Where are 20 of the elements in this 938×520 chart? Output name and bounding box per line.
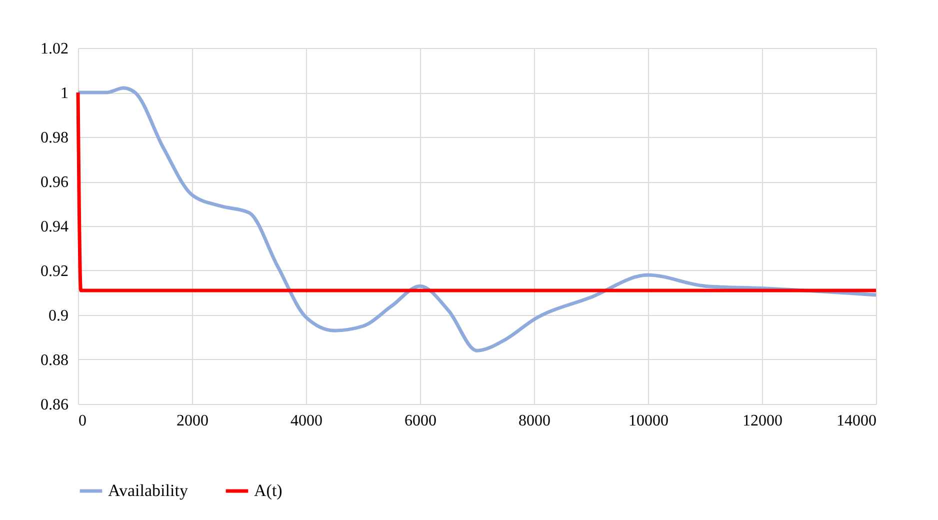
y-tick-label: 0.86 <box>40 396 68 414</box>
legend-label: A(t) <box>254 481 282 500</box>
line-series <box>76 86 878 352</box>
x-tick-label: 4000 <box>290 412 322 430</box>
x-tick-label: 14000 <box>836 412 876 430</box>
y-tick-label: 0.9 <box>48 308 68 324</box>
y-tick-label: 0.98 <box>40 130 68 146</box>
y-tick-label: 0.94 <box>40 218 68 236</box>
x-tick-label: 10000 <box>628 412 668 430</box>
x-tick-label: 8000 <box>518 412 550 430</box>
y-tick-label: 0.88 <box>40 352 68 369</box>
x-tick-label: 2000 <box>176 412 208 430</box>
x-tick-label: 12000 <box>742 412 782 430</box>
x-tick-label: 0 <box>78 412 86 430</box>
y-tick-label: 1.02 <box>40 40 68 58</box>
y-tick-label: 0.92 <box>40 263 68 280</box>
y-tick-label: 0.96 <box>40 174 68 191</box>
y-tick-label: 1 <box>60 85 68 102</box>
x-tick-label: 6000 <box>404 412 436 430</box>
legend-label: Availability <box>108 481 188 500</box>
